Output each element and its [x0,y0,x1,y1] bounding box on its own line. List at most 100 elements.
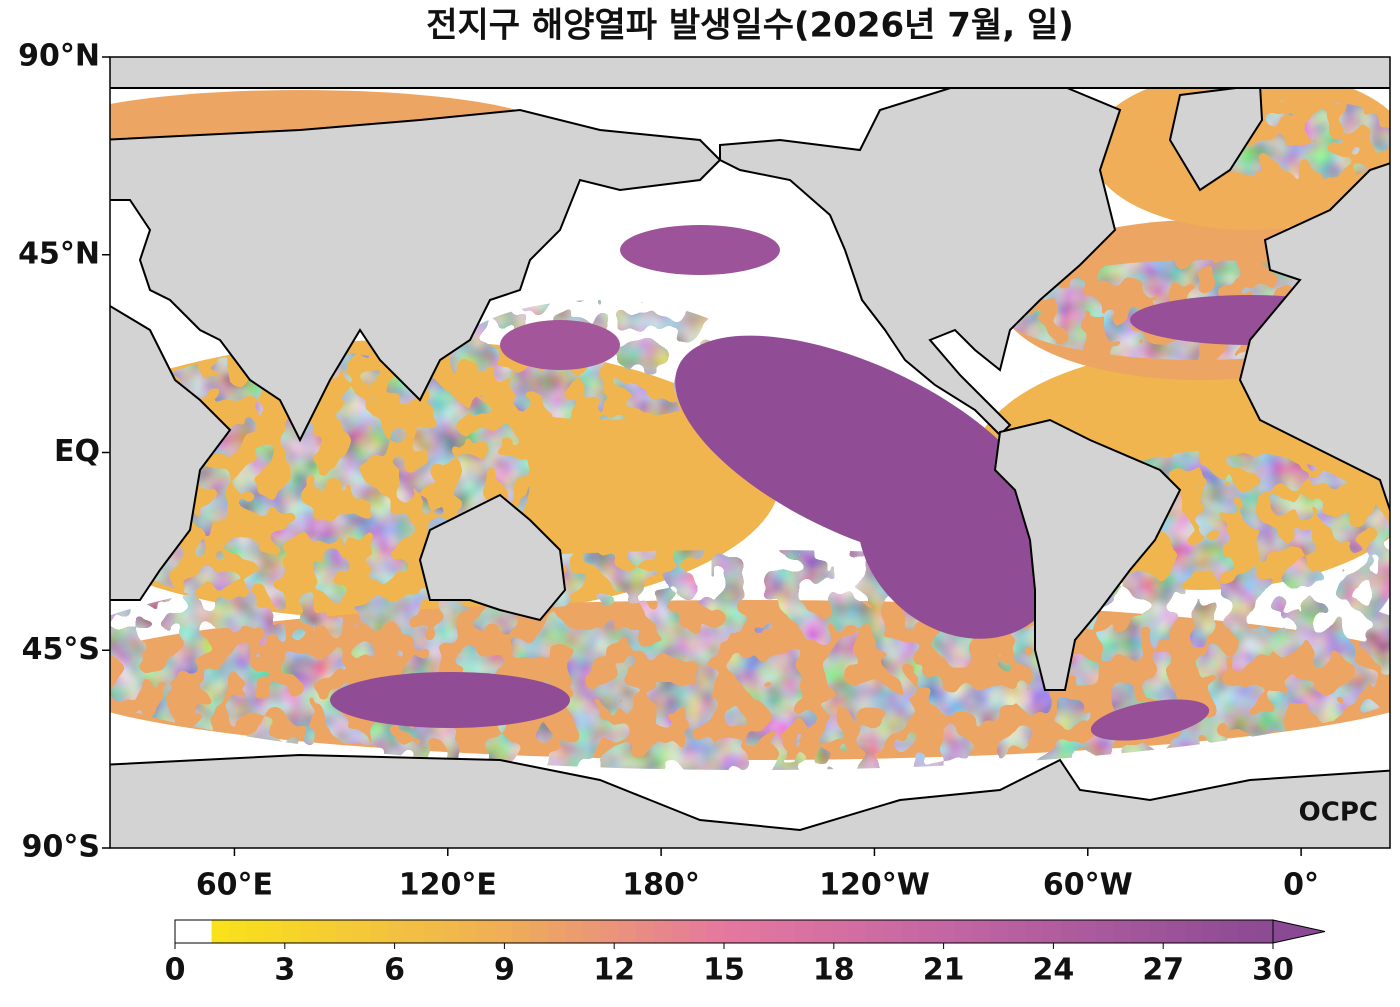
colorbar-segment [282,920,301,943]
colorbar: 0 3 6 9 12 15 18 21 24 27 30 [165,919,1326,988]
colorbar-segment [989,920,1009,943]
colorbar-segment [530,920,549,943]
colorbar-segment [813,920,832,943]
colorbar-segment [901,920,920,943]
colorbar-segment [954,920,973,943]
x-tick-label: 180° [622,868,700,903]
map-area [110,57,1390,848]
colorbar-segment [706,920,726,943]
colorbar-segment [883,920,903,943]
colorbar-segment [512,920,531,943]
colorbar-segment [246,920,266,943]
colorbar-segment [1113,920,1132,943]
colorbar-tick-label: 30 [1252,953,1294,988]
x-tick-label: 60°W [1043,868,1133,903]
colorbar-segment [441,920,460,943]
colorbar-segment [335,920,354,943]
colorbar-segment [936,920,956,943]
colorbar-tick-label: 27 [1142,953,1184,988]
colorbar-tick-label: 18 [813,953,855,988]
landmass [1238,162,1390,514]
colorbar-segment [565,920,584,943]
heat-patch [500,320,620,370]
landmass [418,493,567,622]
colorbar-segment [742,920,761,943]
colorbar-segment [689,920,708,943]
colorbar-segment [653,920,673,943]
colorbar-segment [211,920,230,943]
colorbar-segment [1131,920,1150,943]
colorbar-segment [175,920,212,943]
colorbar-segment [1007,920,1026,943]
colorbar-segment [972,920,991,943]
colorbar-segment [618,920,637,943]
colorbar-segment [459,920,478,943]
colorbar-segment [353,920,372,943]
colorbar-segment [1255,920,1274,943]
colorbar-segment [476,920,496,943]
heat-patch [330,672,570,728]
colorbar-segment [724,920,743,943]
colorbar-extend [1272,919,1326,944]
y-tick-label: 45°S [22,632,100,667]
colorbar-segment [494,920,513,943]
colorbar-segment [583,920,602,943]
heat-patch [1090,699,1210,741]
x-tick-label: 0° [1283,868,1319,903]
colorbar-segment [671,920,690,943]
colorbar-segment [1060,920,1079,943]
landmass [110,304,232,601]
y-tick-label: EQ [54,434,100,469]
colorbar-segment [919,920,938,943]
x-tick-label: 120°E [399,868,497,903]
colorbar-tick-label: 3 [274,953,295,988]
y-tick-label: 90°N [18,39,100,74]
land [110,57,1390,848]
colorbar-segment [1202,920,1221,943]
colorbar-segment [636,920,655,943]
colorbar-segment [795,920,814,943]
colorbar-tick-label: 24 [1033,953,1075,988]
colorbar-segment [848,920,867,943]
colorbar-tick-label: 21 [923,953,965,988]
heat-patch [620,225,780,275]
colorbar-segment [600,920,619,943]
landmass [110,108,722,443]
colorbar-segment [759,920,779,943]
colorbar-segment [777,920,796,943]
colorbar-segment [229,920,248,943]
colorbar-segment [300,920,319,943]
y-tick-label: 45°N [18,236,100,271]
colorbar-segment [388,920,407,943]
colorbar-tick-label: 9 [494,953,515,988]
colorbar-segment [1043,920,1062,943]
colorbar-segment [1219,920,1239,943]
colorbar-segment [406,920,425,943]
colorbar-segment [264,920,283,943]
colorbar-segment [1096,920,1115,943]
colorbar-segment [317,920,336,943]
colorbar-segment [1166,920,1186,943]
colorbar-segment [547,920,566,943]
x-tick-label: 120°W [819,868,930,903]
colorbar-tick-label: 0 [165,953,186,988]
colorbar-segment [423,920,443,943]
colorbar-segment [830,920,849,943]
landmass [993,418,1182,691]
axes: 90°N 45°N EQ 45°S 90°S 60°E 120°E 180° 120°W 60°W… [18,39,1319,903]
colorbar-segment [1237,920,1256,943]
colorbar-segment [866,920,885,943]
y-tick-label: 90°S [22,830,100,865]
colorbar-segment [1025,920,1044,943]
colorbar-segment [370,920,389,943]
watermark: OCPC [1299,798,1378,828]
colorbar-segment [1078,920,1097,943]
title: 전지구 해양열파 발생일수(2026년 7월, 일) [426,6,1074,46]
landmass [110,57,1390,89]
colorbar-tick-label: 6 [384,953,405,988]
heat-patch [857,441,1063,639]
landmass [110,753,1390,848]
colorbar-segment [1184,920,1203,943]
colorbar-tick-label: 12 [593,953,635,988]
